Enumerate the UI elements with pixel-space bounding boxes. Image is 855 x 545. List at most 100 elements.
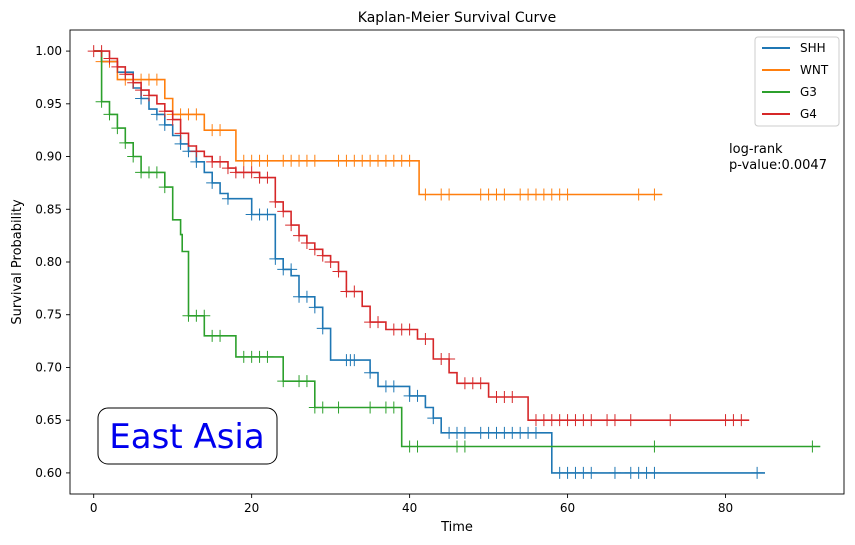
censor-mark: [474, 377, 487, 390]
censor-mark: [585, 414, 598, 427]
censor-mark: [561, 188, 574, 201]
censor-mark: [150, 73, 163, 86]
censor-mark: [190, 145, 203, 158]
censor-mark: [119, 68, 132, 81]
x-axis-label: Time: [440, 520, 473, 535]
censor-mark: [458, 440, 471, 453]
censor-mark: [364, 366, 377, 379]
censor-mark: [158, 105, 171, 118]
censor-mark: [403, 154, 416, 167]
censor-mark: [293, 229, 306, 242]
censor-mark: [458, 426, 471, 439]
x-tick-label: 40: [402, 501, 417, 515]
censor-mark: [632, 188, 645, 201]
censor-mark: [221, 192, 234, 205]
y-tick-label: 0.80: [35, 255, 62, 269]
censor-mark: [214, 329, 227, 342]
annotation-line-1: log-rank: [729, 142, 783, 157]
censor-mark: [158, 181, 171, 194]
censor-mark: [111, 122, 124, 135]
censor-mark: [608, 414, 621, 427]
censor-mark: [190, 155, 203, 168]
y-axis-label: Survival Probability: [10, 199, 25, 325]
annotation-line-2: p-value:0.0047: [729, 158, 827, 173]
censor-mark: [150, 166, 163, 179]
censor-mark: [119, 136, 132, 149]
censor-mark: [308, 243, 321, 256]
y-tick-label: 0.60: [35, 466, 62, 480]
y-tick-label: 0.85: [35, 202, 62, 216]
censor-mark: [221, 162, 234, 175]
censor-mark: [498, 188, 511, 201]
censor-mark: [332, 265, 345, 278]
censor-mark: [308, 301, 321, 314]
censor-mark: [277, 375, 290, 388]
censor-mark: [127, 76, 140, 89]
censor-mark: [364, 401, 377, 414]
region-label-frame: [97, 407, 278, 465]
censor-mark: [387, 380, 400, 393]
censor-mark: [300, 290, 313, 303]
censor-mark: [103, 108, 116, 121]
censor-mark: [585, 466, 598, 479]
censor-mark: [316, 401, 329, 414]
censor-mark: [664, 414, 677, 427]
y-tick-label: 0.70: [35, 360, 62, 374]
censor-mark: [198, 309, 211, 322]
legend-label-g3: G3: [800, 85, 817, 99]
chart-title: Kaplan-Meier Survival Curve: [358, 10, 556, 26]
censor-mark: [300, 237, 313, 250]
censor-mark: [387, 401, 400, 414]
y-tick-label: 0.65: [35, 413, 62, 427]
censor-mark: [158, 118, 171, 131]
censor-mark: [411, 440, 424, 453]
censor-mark: [261, 208, 274, 221]
censor-mark: [206, 176, 219, 189]
censor-mark: [316, 322, 329, 335]
censor-mark: [190, 108, 203, 121]
censor-mark: [316, 249, 329, 262]
censor-mark: [648, 466, 661, 479]
legend-label-g4: G4: [800, 107, 817, 121]
censor-mark: [269, 195, 282, 208]
censor-marks-shh: [103, 55, 764, 479]
censor-mark: [269, 252, 282, 265]
censor-mark: [648, 440, 661, 453]
censor-mark: [608, 466, 621, 479]
censor-mark: [443, 188, 456, 201]
censor-mark: [324, 256, 337, 268]
censor-mark: [174, 137, 187, 150]
censor-mark: [506, 390, 519, 403]
y-tick-label: 0.75: [35, 308, 62, 322]
censor-mark: [751, 466, 764, 479]
censor-mark: [624, 414, 637, 427]
series-layer: [87, 45, 821, 479]
censor-mark: [103, 52, 116, 65]
censor-mark: [300, 375, 313, 388]
censor-mark: [261, 154, 274, 167]
censor-mark: [419, 188, 432, 201]
y-axis: 0.60 0.65 0.70 0.75 0.80 0.85 0.90 0.95 1.00: [35, 44, 70, 480]
legend-label-wnt: WNT: [800, 63, 829, 77]
censor-mark: [443, 353, 456, 366]
censor-mark: [150, 108, 163, 121]
region-label-box: East Asia: [97, 407, 278, 465]
censor-mark: [261, 350, 274, 363]
censor-mark: [411, 389, 424, 402]
censor-mark: [95, 95, 108, 108]
censor-mark: [348, 354, 361, 367]
censor-mark: [245, 166, 258, 179]
censor-mark: [332, 401, 345, 414]
censor-marks-g3: [95, 95, 819, 453]
censor-mark: [529, 426, 542, 439]
censor-mark: [419, 332, 432, 345]
censor-mark: [308, 154, 321, 167]
y-tick-label: 0.95: [35, 97, 62, 111]
censor-mark: [285, 263, 298, 276]
series-line-g3: [93, 50, 821, 448]
censor-mark: [372, 316, 385, 329]
censor-mark: [648, 188, 661, 201]
censor-mark: [142, 89, 155, 102]
x-tick-label: 0: [90, 501, 98, 515]
